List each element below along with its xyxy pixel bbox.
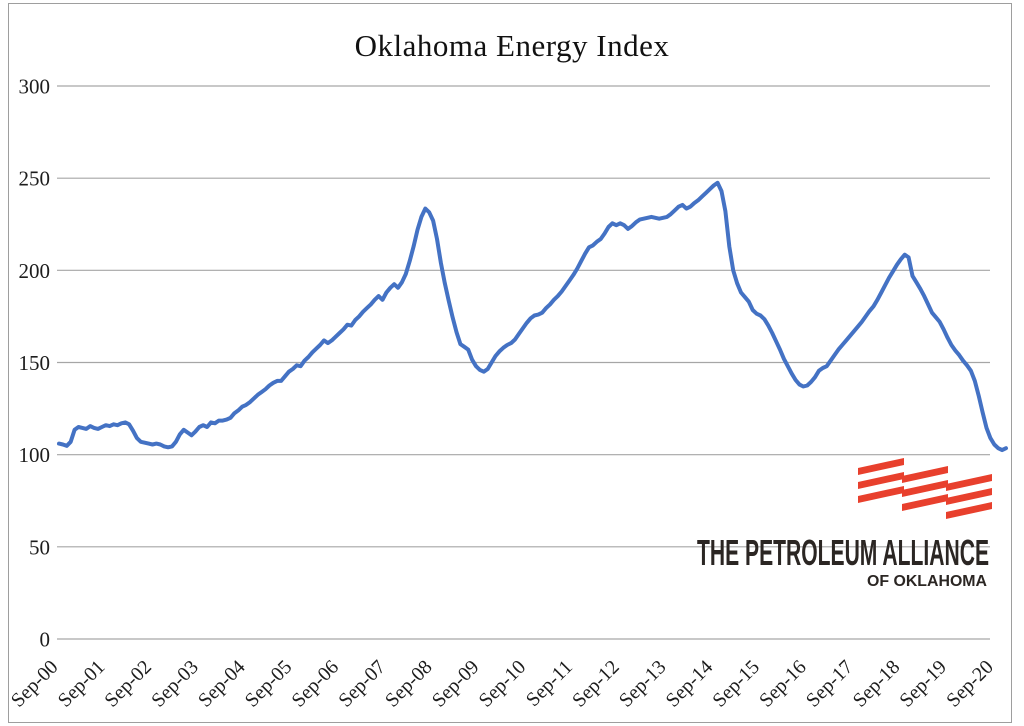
petroleum-alliance-logo: THE PETROLEUM ALLIANCE OF OKLAHOMA: [697, 458, 992, 590]
x-tick-label-Sep-08: Sep-08: [381, 656, 437, 712]
y-tick-label-150: 150: [19, 351, 51, 375]
flag-stripe-3-1: [946, 474, 992, 491]
x-tick-label-Sep-07: Sep-07: [334, 656, 390, 712]
x-tick-label-Sep-14: Sep-14: [662, 656, 718, 712]
x-tick-label-Sep-19: Sep-19: [895, 656, 951, 712]
logo-text-line1: THE PETROLEUM ALLIANCE: [697, 532, 989, 573]
flag-stripe-2-2: [902, 480, 948, 497]
flag-stripe-2-3: [902, 494, 948, 511]
x-tick-label-Sep-12: Sep-12: [568, 656, 624, 712]
x-tick-label-Sep-05: Sep-05: [241, 656, 297, 712]
flag-stripe-3-2: [946, 488, 992, 505]
y-tick-label-300: 300: [19, 75, 51, 99]
x-tick-label-Sep-01: Sep-01: [54, 656, 110, 712]
petroleum-alliance-flag-icon: [858, 458, 992, 519]
y-tick-label-100: 100: [19, 443, 51, 467]
x-tick-label-Sep-00: Sep-00: [7, 656, 63, 712]
y-tick-label-0: 0: [40, 628, 51, 652]
flag-stripe-3-3: [946, 502, 992, 519]
x-tick-label-Sep-17: Sep-17: [802, 656, 858, 712]
x-tick-label-Sep-10: Sep-10: [475, 656, 531, 712]
y-tick-label-250: 250: [19, 167, 51, 191]
x-tick-label-Sep-06: Sep-06: [288, 656, 344, 712]
energy-index-series-line: [57, 180, 1008, 453]
x-tick-label-Sep-15: Sep-15: [708, 656, 764, 712]
logo-text-line2: OF OKLAHOMA: [867, 573, 987, 590]
flag-stripe-1-3: [858, 486, 904, 503]
x-tick-label-Sep-11: Sep-11: [522, 656, 577, 711]
y-tick-label-50: 50: [29, 535, 50, 559]
x-tick-label-Sep-04: Sep-04: [194, 656, 250, 712]
x-tick-label-Sep-09: Sep-09: [428, 656, 484, 712]
y-tick-label-200: 200: [19, 259, 51, 283]
x-tick-label-Sep-20: Sep-20: [942, 656, 998, 712]
x-tick-label-Sep-03: Sep-03: [147, 656, 203, 712]
x-tick-label-Sep-16: Sep-16: [755, 656, 811, 712]
x-tick-label-Sep-02: Sep-02: [100, 656, 156, 712]
flag-stripe-1-1: [858, 458, 904, 475]
x-tick-label-Sep-18: Sep-18: [849, 656, 905, 712]
x-tick-label-Sep-13: Sep-13: [615, 656, 671, 712]
flag-stripe-2-1: [902, 466, 948, 483]
flag-stripe-1-2: [858, 472, 904, 489]
chart-title: Oklahoma Energy Index: [354, 28, 670, 63]
